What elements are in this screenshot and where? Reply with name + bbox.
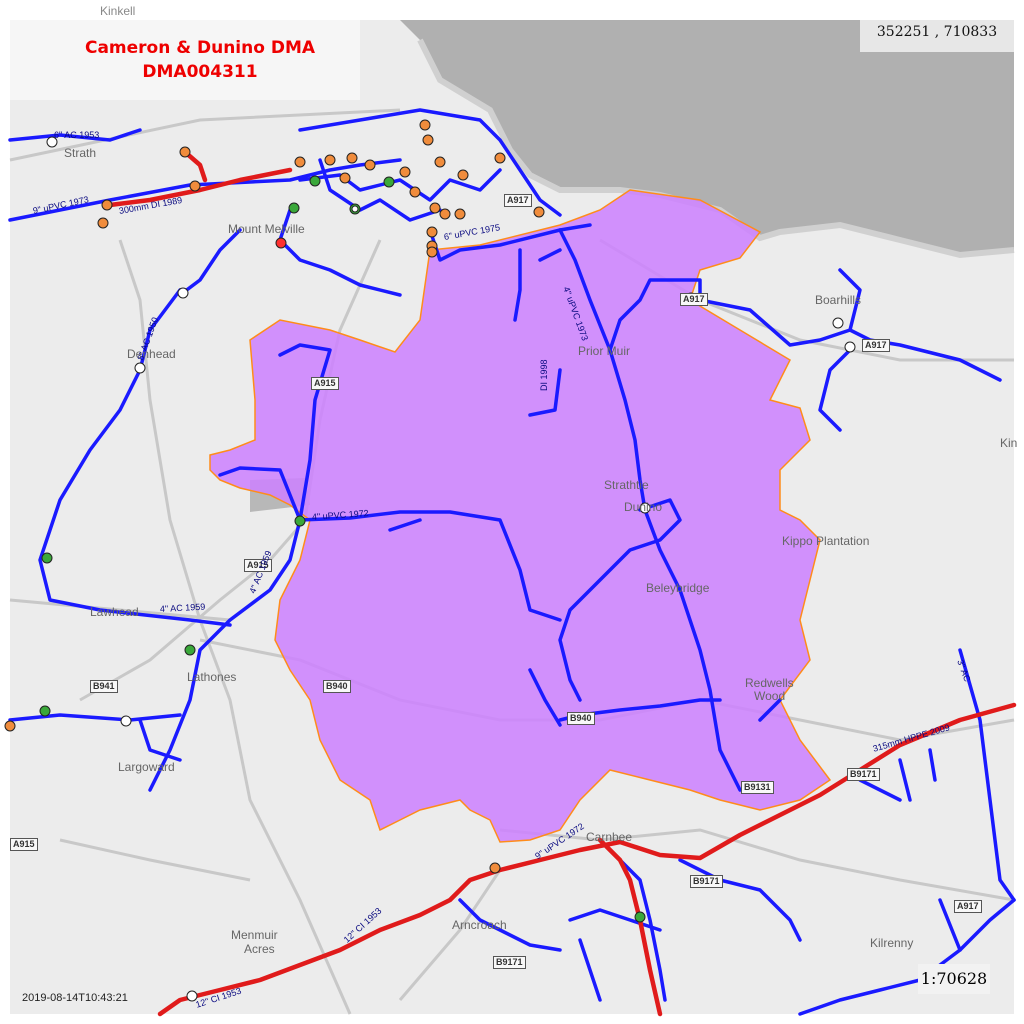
- place-label-lawhead: Lawhead: [90, 605, 139, 619]
- valve-markers[interactable]: [4, 119, 856, 1002]
- place-label-strathtie: Strathtie: [604, 478, 649, 492]
- place-label-mount-melville: Mount Melville: [228, 222, 305, 236]
- place-label-strath: Strath: [64, 146, 97, 160]
- road-label-a917-b: A917: [680, 293, 708, 306]
- dma-title: Cameron & Dunino DMA DMA004311: [60, 36, 340, 84]
- road-label-a915: A915: [311, 377, 339, 390]
- place-label-denhead: Denhead: [127, 347, 176, 361]
- place-label-kilrenny: Kilrenny: [870, 936, 914, 950]
- place-label-dunino: Dunino: [624, 500, 663, 514]
- road-label-a917-se: A917: [954, 900, 982, 913]
- road-label-b940-b: B940: [567, 712, 595, 725]
- place-label-kinkell: Kinkell: [100, 4, 136, 18]
- road-label-b940: B940: [323, 680, 351, 693]
- road-label-a915-c: A915: [10, 838, 38, 851]
- place-label-carnbee: Carnbee: [586, 830, 633, 844]
- road-label-a917: A917: [504, 194, 532, 207]
- road-label-a917-c: A917: [862, 339, 890, 352]
- dma-name: Cameron & Dunino DMA: [84, 38, 316, 58]
- road-label-b9171-b: B9171: [690, 875, 723, 888]
- road-label-b941: B941: [90, 680, 118, 693]
- title-panel: [10, 20, 360, 100]
- dma-boundary[interactable]: [209, 189, 832, 843]
- scale-readout: 1:70628: [918, 964, 990, 994]
- dma-code: DMA004311: [142, 62, 258, 82]
- place-label-prior-muir: Prior Muir: [578, 344, 631, 358]
- road-label-b9171-c: B9171: [493, 956, 526, 969]
- timestamp: 2019-08-14T10:43:21: [22, 992, 128, 1004]
- place-label-redwells: Redwells: [745, 676, 794, 690]
- road-label-b9171: B9171: [847, 768, 880, 781]
- place-label-menmuir-acres: Acres: [244, 942, 275, 956]
- place-label-kin: Kin: [1000, 436, 1018, 450]
- place-label-lathones: Lathones: [187, 670, 237, 684]
- place-label-beleybridge: Beleybridge: [646, 581, 710, 595]
- road-label-b9131: B9131: [741, 781, 774, 794]
- place-label-menmuir: Menmuir: [231, 928, 278, 942]
- place-label-boarhills: Boarhills: [815, 293, 862, 307]
- pipe-label-6: DI 1998: [539, 359, 549, 391]
- place-label-largoward: Largoward: [118, 760, 175, 774]
- sea-area: [400, 20, 1014, 255]
- place-label-kippo: Kippo Plantation: [782, 534, 870, 548]
- trunk-mains-red[interactable]: [107, 149, 1017, 1017]
- place-label-arncroach: Arncroach: [452, 918, 507, 932]
- coordinate-readout: 352251 , 710833: [860, 20, 1014, 52]
- water-mains-blue[interactable]: [8, 108, 1016, 1016]
- place-label-redwells-wood: Wood: [754, 689, 786, 703]
- pipe-label-1: 6" AC 1953: [54, 130, 100, 140]
- road-label-a915-b: A915: [244, 559, 272, 572]
